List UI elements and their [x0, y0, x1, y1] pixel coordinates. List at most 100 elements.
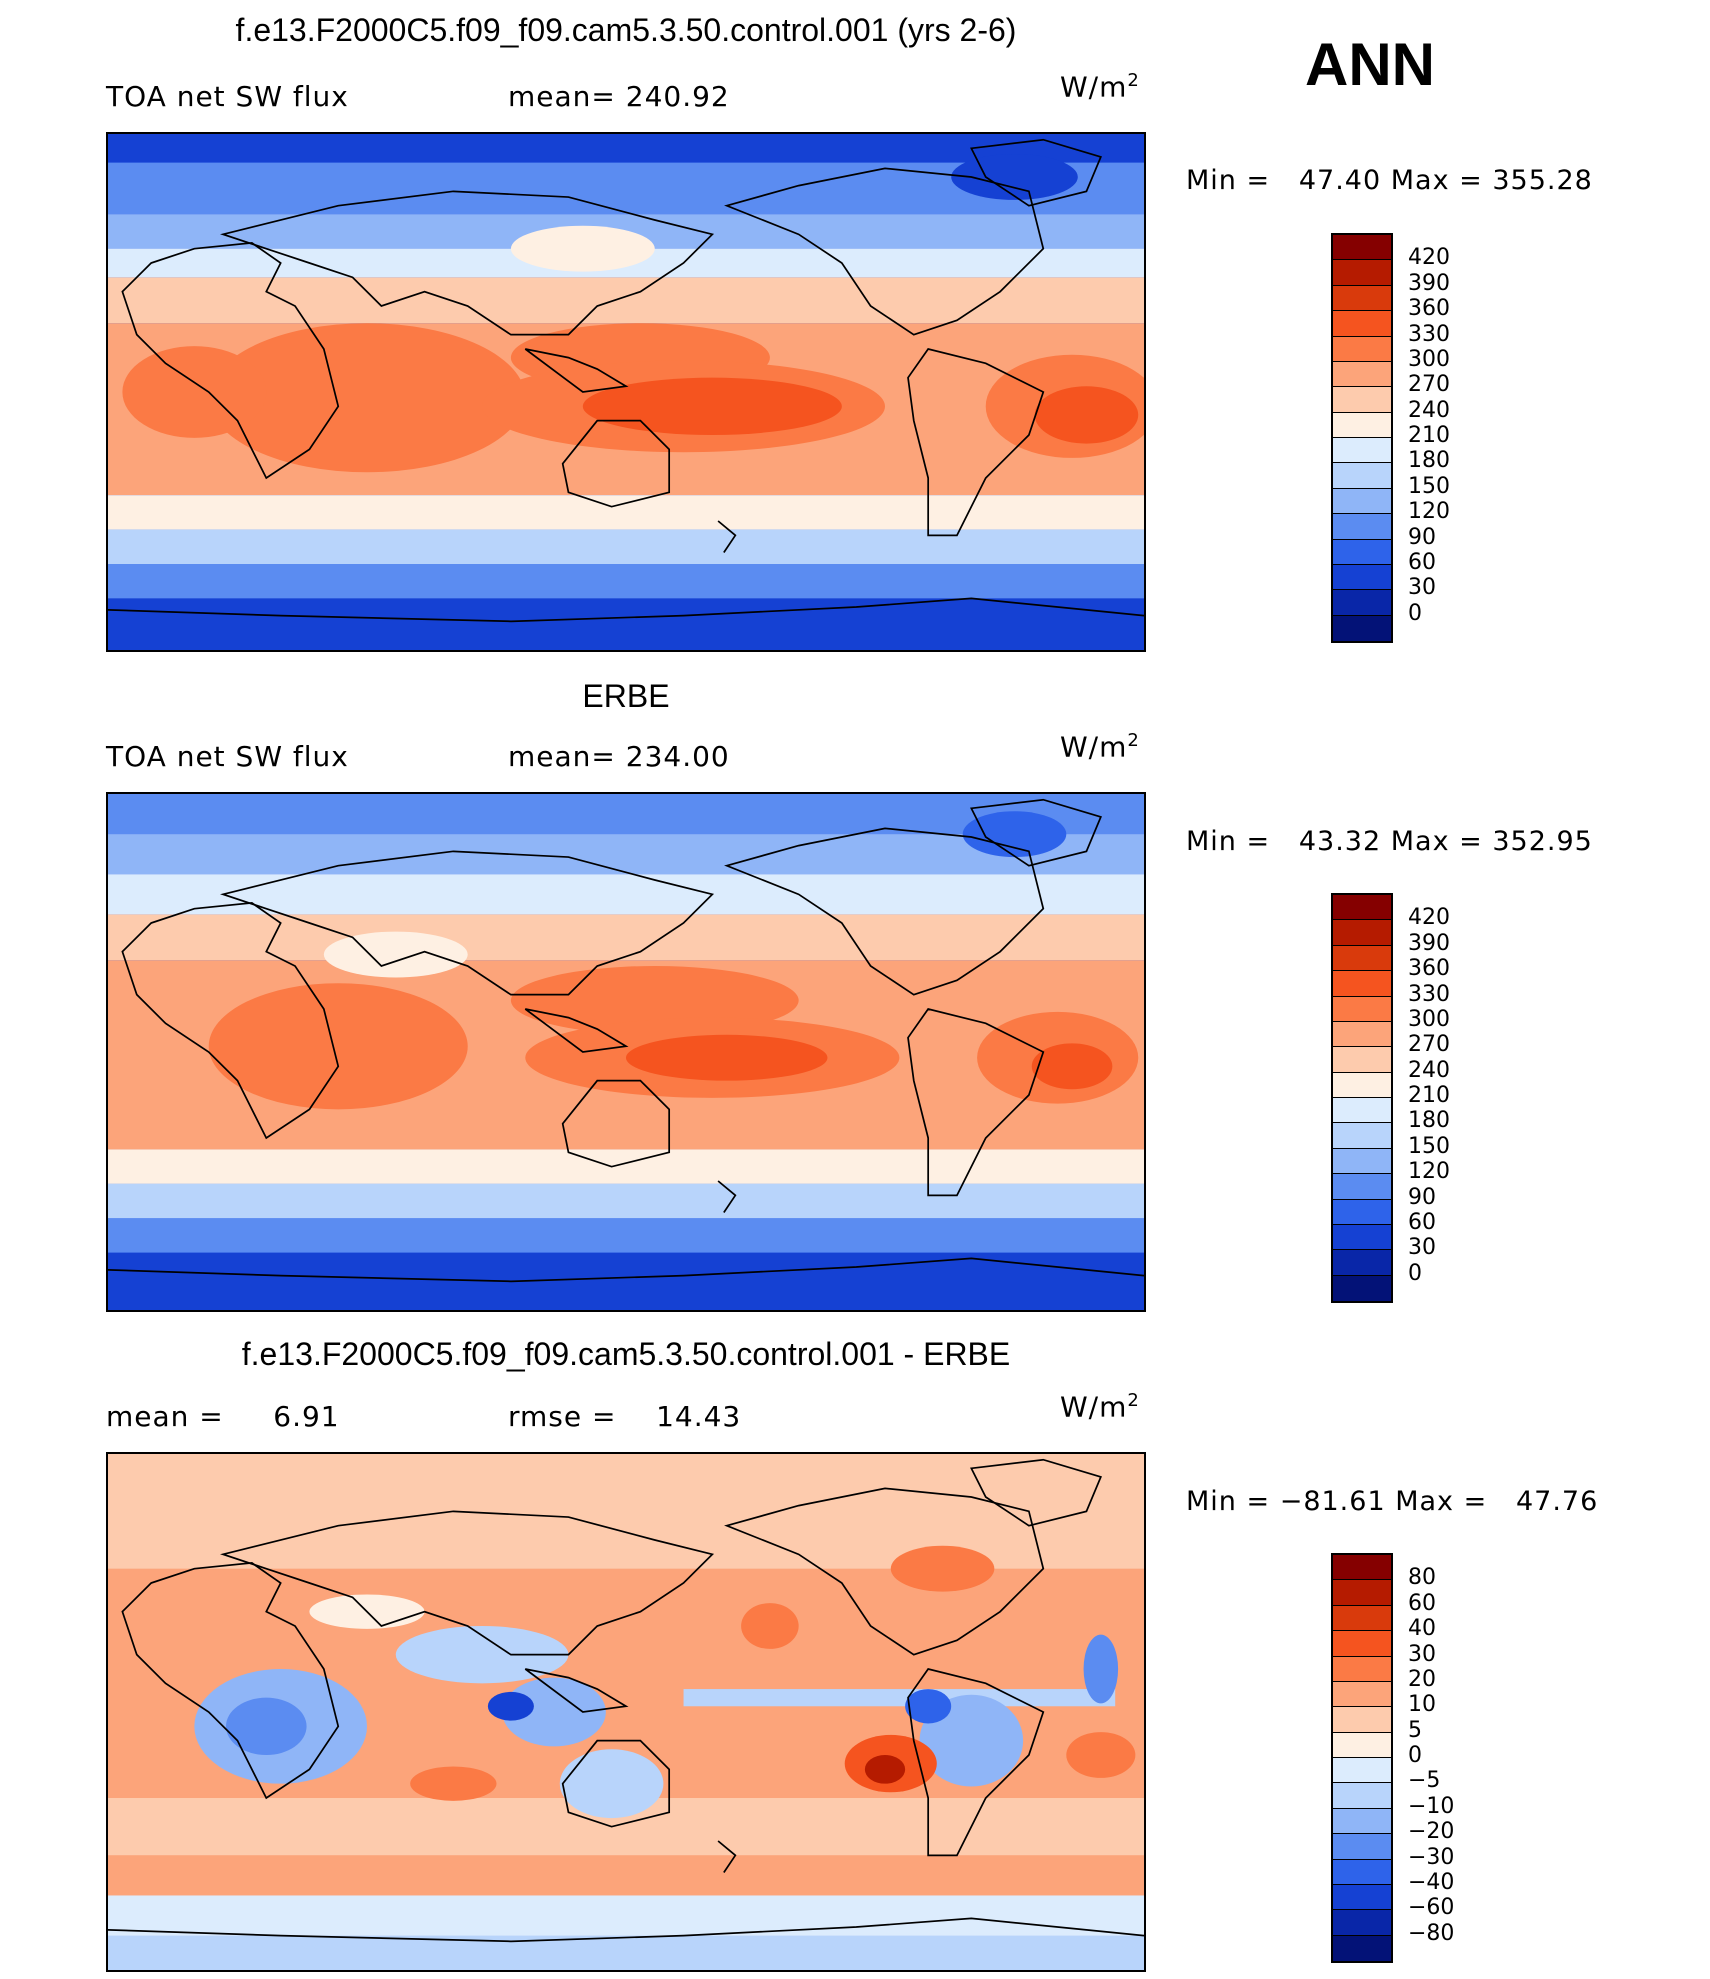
- colorbar-level-label: 120: [1408, 499, 1450, 525]
- colorbar-level-label: 420: [1408, 905, 1450, 931]
- colorbar-level-label: 80: [1408, 1565, 1436, 1591]
- colorbar-swatch: [1333, 1834, 1391, 1860]
- colorbar-level-label: 90: [1408, 1184, 1436, 1210]
- colorbar-swatch: [1333, 945, 1391, 972]
- colorbar-swatch: [1333, 1047, 1391, 1073]
- colorbar-swatch: [1333, 387, 1391, 413]
- colorbar-swatch: [1333, 1707, 1391, 1733]
- panel-1-title: f.e13.F2000C5.f09_f09.cam5.3.50.control.…: [235, 12, 1017, 48]
- colorbar-swatch: [1333, 1098, 1391, 1124]
- colorbar-level-label: 120: [1408, 1159, 1450, 1185]
- colorbar-swatch: [1333, 1808, 1391, 1835]
- colorbar-swatch: [1333, 1631, 1391, 1657]
- colorbar-swatch: [1333, 1605, 1391, 1632]
- colorbar-swatch: [1333, 1884, 1391, 1911]
- colorbar-level-label: −10: [1408, 1793, 1455, 1819]
- panel-2-units: W/m2: [1060, 730, 1140, 763]
- colorbar-level-label: 270: [1408, 372, 1450, 398]
- colorbar-swatch: [1333, 971, 1391, 997]
- colorbar-swatch: [1333, 1758, 1391, 1784]
- colorbar-level-label: 330: [1408, 981, 1450, 1007]
- panel-1-minmax: Min = 47.40 Max = 355.28: [1186, 165, 1593, 196]
- colorbar-level-label: 0: [1408, 600, 1422, 626]
- colorbar-level-label: 0: [1408, 1260, 1422, 1286]
- panel-3-units-base: W/m: [1060, 1390, 1128, 1424]
- colorbar-level-label: 30: [1408, 1641, 1436, 1667]
- colorbar-swatch: [1333, 1732, 1391, 1758]
- colorbar-level-label: 240: [1408, 1057, 1450, 1083]
- colorbar-level-label: −40: [1408, 1869, 1455, 1895]
- colorbar-swatch: [1333, 590, 1391, 616]
- colorbar-level-label: 300: [1408, 1006, 1450, 1032]
- colorbar-swatch: [1333, 311, 1391, 337]
- colorbar-swatch: [1333, 1072, 1391, 1098]
- colorbar-swatch: [1333, 285, 1391, 312]
- panel-1-colorbar: [1331, 233, 1393, 643]
- panel-2-mean-label: mean= 234.00: [508, 740, 730, 773]
- panel-3-rmse-label: rmse = 14.43: [508, 1400, 742, 1433]
- colorbar-level-label: 330: [1408, 321, 1450, 347]
- colorbar-swatch: [1333, 539, 1391, 565]
- colorbar-swatch: [1333, 514, 1391, 540]
- colorbar-level-label: 90: [1408, 524, 1436, 550]
- colorbar-swatch: [1333, 920, 1391, 946]
- colorbar-level-label: 150: [1408, 473, 1450, 499]
- panel-2-title: ERBE: [582, 678, 670, 714]
- panel-1-mean-label: mean= 240.92: [508, 80, 730, 113]
- panel-2-units-exp: 2: [1127, 730, 1140, 751]
- colorbar-swatch: [1333, 336, 1391, 362]
- colorbar-swatch: [1333, 235, 1391, 261]
- panel-2-colorbar: [1331, 893, 1393, 1303]
- panel-3-map: [106, 1452, 1146, 1972]
- colorbar-swatch: [1333, 1580, 1391, 1606]
- colorbar-swatch: [1333, 1250, 1391, 1276]
- season-label: ANN: [1305, 31, 1435, 98]
- colorbar-level-label: 300: [1408, 346, 1450, 372]
- colorbar-level-label: 240: [1408, 397, 1450, 423]
- panel-1-units-base: W/m: [1060, 70, 1128, 104]
- colorbar-swatch: [1333, 1910, 1391, 1936]
- colorbar-level-label: 40: [1408, 1616, 1436, 1642]
- colorbar-level-label: 210: [1408, 1083, 1450, 1108]
- colorbar-level-label: 390: [1408, 930, 1450, 956]
- panel-3-colorbar: [1331, 1553, 1393, 1963]
- colorbar-swatch: [1333, 1783, 1391, 1809]
- panel-3-units-exp: 2: [1127, 1390, 1140, 1411]
- colorbar-swatch: [1333, 1275, 1391, 1301]
- colorbar-level-label: 20: [1408, 1666, 1436, 1692]
- colorbar-swatch: [1333, 615, 1391, 641]
- colorbar-swatch: [1333, 361, 1391, 388]
- colorbar-swatch: [1333, 996, 1391, 1022]
- colorbar-swatch: [1333, 1859, 1391, 1885]
- colorbar-level-label: 5: [1408, 1717, 1422, 1743]
- colorbar-level-label: −5: [1408, 1768, 1441, 1794]
- panel-3-title: f.e13.F2000C5.f09_f09.cam5.3.50.control.…: [241, 1336, 1011, 1372]
- colorbar-level-label: 150: [1408, 1133, 1450, 1159]
- panel-1-units-exp: 2: [1127, 70, 1140, 91]
- colorbar-swatch: [1333, 463, 1391, 489]
- colorbar-level-label: 180: [1408, 1108, 1450, 1134]
- colorbar-swatch: [1333, 438, 1391, 464]
- panel-1-units: W/m2: [1060, 70, 1140, 103]
- panel-2-variable-label: TOA net SW flux: [106, 740, 349, 773]
- colorbar-swatch: [1333, 1148, 1391, 1175]
- colorbar-swatch: [1333, 260, 1391, 286]
- colorbar-level-label: 10: [1408, 1692, 1436, 1718]
- panel-3-units: W/m2: [1060, 1390, 1140, 1423]
- colorbar-level-label: 360: [1408, 956, 1450, 982]
- colorbar-swatch: [1333, 1935, 1391, 1961]
- colorbar-swatch: [1333, 1681, 1391, 1708]
- colorbar-swatch: [1333, 412, 1391, 438]
- colorbar-level-label: 390: [1408, 270, 1450, 296]
- colorbar-level-label: −80: [1408, 1920, 1455, 1946]
- colorbar-level-label: −60: [1408, 1895, 1455, 1921]
- panel-2-minmax: Min = 43.32 Max = 352.95: [1186, 826, 1593, 857]
- panel-2-units-base: W/m: [1060, 730, 1128, 764]
- colorbar-swatch: [1333, 1021, 1391, 1048]
- colorbar-swatch: [1333, 1656, 1391, 1682]
- colorbar-level-label: 210: [1408, 423, 1450, 448]
- colorbar-level-label: 30: [1408, 1235, 1436, 1261]
- colorbar-level-label: 180: [1408, 448, 1450, 474]
- colorbar-level-label: −20: [1408, 1819, 1455, 1845]
- colorbar-swatch: [1333, 895, 1391, 921]
